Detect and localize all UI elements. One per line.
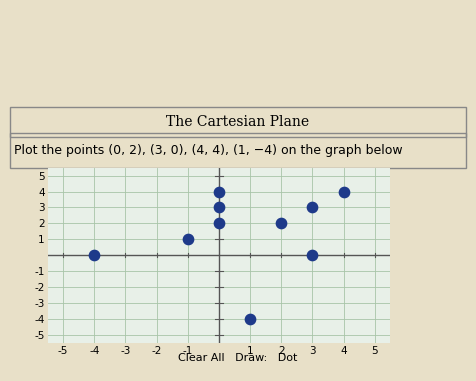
Point — [215, 189, 223, 195]
Text: Clear All   Draw:   Dot: Clear All Draw: Dot — [178, 353, 298, 363]
Text: The Cartesian Plane: The Cartesian Plane — [167, 115, 309, 129]
Point — [246, 316, 254, 322]
Text: Plot the points (0, 2), (3, 0), (4, 4), (1, −4) on the graph below: Plot the points (0, 2), (3, 0), (4, 4), … — [14, 144, 403, 157]
Point — [308, 205, 316, 211]
Point — [90, 252, 98, 258]
Point — [184, 236, 192, 242]
Point — [278, 220, 285, 226]
Point — [308, 252, 316, 258]
Point — [215, 220, 223, 226]
Point — [215, 205, 223, 211]
Point — [340, 189, 347, 195]
